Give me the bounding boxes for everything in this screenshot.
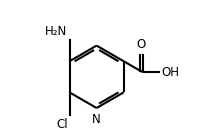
- Text: N: N: [92, 113, 101, 126]
- Text: H₂N: H₂N: [45, 25, 67, 38]
- Text: OH: OH: [161, 66, 179, 79]
- Text: Cl: Cl: [57, 118, 68, 131]
- Text: O: O: [137, 38, 146, 51]
